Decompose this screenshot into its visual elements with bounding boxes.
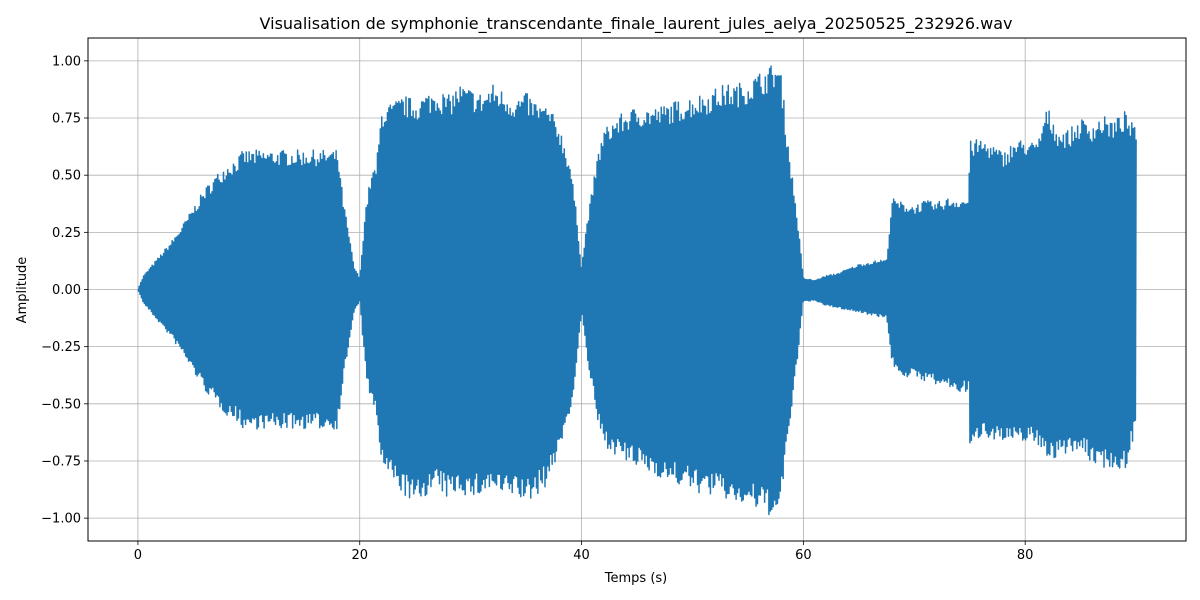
x-tick-label: 60 bbox=[795, 548, 812, 563]
y-tick-label: 0.75 bbox=[52, 112, 81, 127]
y-tick-label: 0.50 bbox=[52, 169, 81, 184]
x-tick-label: 20 bbox=[351, 548, 368, 563]
y-tick-label: 0.25 bbox=[52, 226, 81, 241]
y-tick-label: −0.25 bbox=[41, 340, 81, 355]
y-tick-label: −0.75 bbox=[41, 454, 81, 469]
y-tick-label: 0.00 bbox=[52, 283, 81, 298]
y-tick-label: −0.50 bbox=[41, 397, 81, 412]
x-tick-label: 80 bbox=[1017, 548, 1034, 563]
x-axis: 0 20 40 60 80 bbox=[134, 541, 1034, 563]
plot-area bbox=[137, 65, 1137, 516]
chart-title: Visualisation de symphonie_transcendante… bbox=[260, 14, 1013, 34]
y-tick-label: 1.00 bbox=[52, 54, 81, 69]
x-tick-label: 0 bbox=[134, 548, 142, 563]
x-axis-label: Temps (s) bbox=[604, 571, 667, 586]
y-axis: 1.00 0.75 0.50 0.25 0.00 −0.25 −0.50 −0.75 −1.00 bbox=[41, 54, 88, 527]
x-tick-label: 40 bbox=[573, 548, 590, 563]
y-axis-label: Amplitude bbox=[15, 257, 30, 324]
y-tick-label: −1.00 bbox=[41, 512, 81, 527]
waveform-series-line bbox=[137, 65, 1137, 516]
